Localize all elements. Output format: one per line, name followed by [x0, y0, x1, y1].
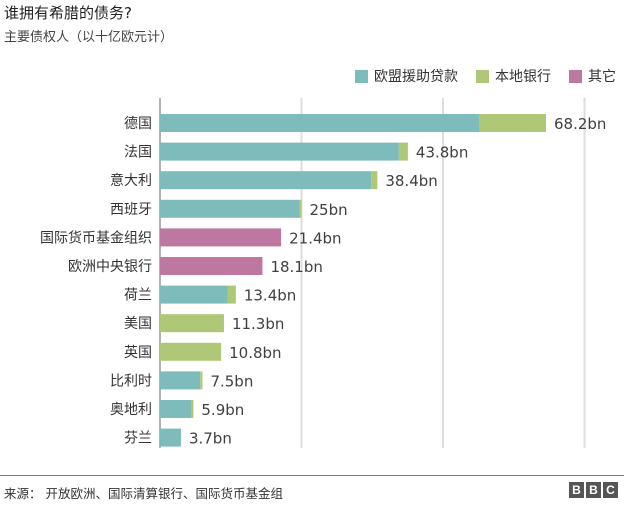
bar-segment — [160, 142, 399, 161]
bar-segment — [160, 114, 480, 132]
legend-label: 本地银行 — [495, 69, 551, 85]
bar-segment — [160, 171, 372, 190]
legend-item-eu-loans: 欧盟援助贷款 — [355, 66, 458, 86]
bar-segment — [398, 142, 408, 161]
footer-divider — [0, 475, 624, 476]
legend-label: 欧盟援助贷款 — [374, 69, 458, 85]
category-label: 荷兰 — [124, 288, 152, 304]
data-label: 21.4bn — [289, 229, 341, 247]
bar-segment — [479, 114, 547, 132]
category-label: 比利时 — [110, 373, 152, 389]
category-label: 意大利 — [110, 172, 152, 189]
bar-segment — [191, 400, 194, 418]
category-label: 芬兰 — [124, 431, 152, 447]
chart-title: 谁拥有希腊的债务? — [4, 4, 132, 22]
legend-swatch — [569, 69, 582, 83]
bar-segment — [160, 428, 181, 447]
bar-segment — [160, 228, 282, 247]
data-label: 18.1bn — [270, 258, 322, 276]
category-label: 美国 — [124, 316, 152, 332]
data-label: 10.8bn — [229, 344, 281, 362]
data-label: 68.2bn — [554, 115, 606, 133]
bar-segment — [160, 400, 192, 418]
data-label: 43.8bn — [416, 144, 468, 162]
category-label: 德国 — [124, 116, 152, 132]
data-label: 3.7bn — [189, 430, 232, 448]
bar-segment — [160, 342, 222, 361]
source-note: 来源： 开放欧洲、国际清算银行、国际货币基金组 — [4, 486, 283, 501]
category-label: 英国 — [124, 344, 152, 361]
legend: 欧盟援助贷款 本地银行 其它 — [355, 66, 616, 86]
bar-segment — [227, 285, 236, 304]
data-label: 38.4bn — [385, 172, 437, 190]
bar-segment — [160, 257, 263, 275]
category-label: 西班牙 — [110, 202, 152, 218]
legend-label: 其它 — [588, 69, 616, 85]
category-label: 欧洲中央银行 — [68, 259, 152, 275]
bar-segment — [160, 371, 201, 390]
legend-item-local-banks: 本地银行 — [476, 66, 551, 86]
bar-segment — [200, 371, 203, 390]
data-label: 11.3bn — [232, 315, 284, 333]
bar-segment — [371, 171, 378, 190]
chart-subtitle: 主要债权人（以十亿欧元计） — [4, 30, 174, 45]
legend-swatch — [355, 69, 368, 83]
data-label: 25bn — [310, 201, 348, 219]
legend-item-other: 其它 — [569, 66, 616, 86]
data-label: 5.9bn — [201, 401, 244, 419]
legend-swatch — [476, 69, 489, 83]
category-label: 国际货币基金组织 — [40, 229, 152, 246]
bar-segment — [299, 199, 302, 218]
category-label: 法国 — [124, 145, 152, 161]
bar-segment — [160, 314, 224, 333]
bar-segment — [160, 285, 228, 304]
category-label: 奥地利 — [110, 401, 152, 418]
bar-segment — [160, 199, 300, 218]
data-label: 13.4bn — [244, 287, 296, 305]
data-label: 7.5bn — [210, 372, 253, 390]
